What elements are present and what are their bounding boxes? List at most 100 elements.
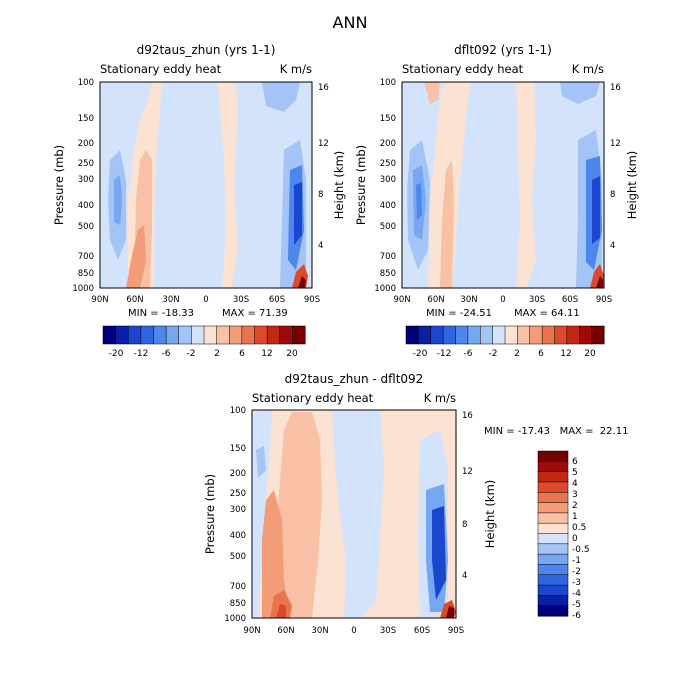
panel-b-colorbar-label: -12 — [437, 349, 452, 359]
panel-b-xtick: 30N — [460, 295, 477, 305]
panel-a-subtitle-right: K m/s — [280, 62, 312, 76]
panel-a-height-tick: 4 — [318, 241, 323, 251]
panel-a-ytick: 200 — [78, 139, 94, 149]
panel-c-left-axis: 100 150 200 250 300 400 500 700 850 1000 — [224, 406, 246, 624]
panel-c-right-axis: 16 12 8 4 — [462, 411, 473, 581]
panel-b-field — [402, 82, 604, 288]
panel-b-ytick: 100 — [380, 78, 396, 88]
panel-c: d92taus_zhun - dflt092 Stationary eddy h… — [203, 372, 628, 636]
panel-b-colorbar-labels: -20 -12 -6 -2 2 6 12 20 — [413, 349, 596, 359]
panel-c-colorbar-labels: 6 5 4 3 2 1 0.5 0 -0.5 -1 -2 -3 -4 -5 -6 — [572, 457, 590, 621]
panel-b-left-axis: 100 150 200 250 300 400 500 700 850 1000 — [374, 78, 396, 294]
panel-a-xtick: 90S — [304, 295, 320, 305]
panel-b-ytick: 500 — [380, 222, 396, 232]
panel-b-colorbar-label: -20 — [413, 349, 428, 359]
panel-b-ytick: 300 — [380, 175, 396, 185]
panel-a-ytick: 100 — [78, 78, 94, 88]
colorbar-swatch — [537, 512, 569, 524]
panel-a-xtick: 30S — [233, 295, 249, 305]
panel-a-height-tick: 16 — [318, 83, 329, 93]
panel-a-x-axis: 90N 60N 30N 0 30S 60S 90S — [91, 295, 320, 305]
colorbar-swatch — [266, 325, 281, 345]
panel-a-frame — [99, 81, 313, 289]
colorbar-swatch — [492, 325, 506, 345]
colorbar-swatch — [115, 325, 129, 345]
panel-b-ytick: 400 — [380, 201, 396, 211]
panel-a-ytick: 250 — [78, 159, 94, 169]
panel-a-height-tick: 8 — [318, 190, 323, 200]
panel-b-min-label: MIN = -24.51 — [426, 308, 492, 319]
panel-a-colorbar-label: 2 — [214, 349, 220, 359]
panel-a-colorbar-label: -6 — [162, 349, 171, 359]
colorbar-swatch — [554, 325, 568, 345]
panel-c-cool-mid — [332, 410, 384, 618]
panel-c-ytick: 400 — [230, 531, 246, 541]
panel-b-right-axis: 16 12 8 4 — [610, 83, 621, 251]
colorbar-swatch — [517, 325, 531, 345]
panel-c-colorbar-label: -2 — [572, 567, 581, 577]
panel-b-height-tick: 12 — [610, 139, 621, 149]
panel-a-ylabel-right: Height (km) — [332, 151, 346, 220]
colorbar-swatch — [430, 325, 444, 345]
panel-b-ytick: 850 — [380, 269, 396, 279]
panel-a-ytick: 300 — [78, 175, 94, 185]
panel-c-x-axis: 90N 60N 30N 0 30S 60S 90S — [243, 626, 464, 636]
panel-b-colorbar-label: 20 — [584, 349, 596, 359]
panel-c-colorbar-label: 3 — [572, 490, 578, 500]
panel-a-ytick: 850 — [78, 269, 94, 279]
panel-c-field — [252, 410, 456, 618]
panel-a-colorbar-label: -12 — [134, 349, 149, 359]
panel-a-warm-strong — [126, 225, 146, 288]
colorbar-swatch — [591, 325, 605, 345]
colorbar-swatch — [537, 533, 569, 545]
panel-b-colorbar — [405, 325, 605, 345]
colorbar-swatch — [279, 325, 293, 345]
panel-b-ytick: 200 — [380, 139, 396, 149]
panel-c-ytick: 100 — [230, 406, 246, 416]
panel-c-xtick: 90N — [243, 626, 260, 636]
panel-c-height-tick: 12 — [462, 467, 473, 477]
panel-c-ylabel-right: Height (km) — [483, 480, 497, 549]
panel-b-xtick: 30S — [529, 295, 545, 305]
colorbar-swatch — [467, 325, 481, 345]
panel-a-max-label: MAX = 71.39 — [222, 308, 288, 319]
colorbar-swatch — [537, 450, 569, 462]
colorbar-swatch — [529, 325, 543, 345]
panel-c-ytick: 850 — [230, 599, 246, 609]
panel-c-colorbar-label: -6 — [572, 611, 581, 621]
colorbar-swatch — [537, 605, 569, 617]
panel-a-ytick: 500 — [78, 222, 94, 232]
colorbar-swatch — [537, 492, 569, 504]
panel-c-colorbar-label: 0 — [572, 534, 578, 544]
panel-c-subtitle-right: K m/s — [424, 391, 456, 405]
panel-c-colorbar-label: 2 — [572, 501, 578, 511]
panel-b-ytick: 700 — [380, 252, 396, 262]
colorbar-swatch — [216, 325, 230, 345]
panel-c-ytick: 1000 — [224, 614, 246, 624]
colorbar-swatch — [140, 325, 155, 345]
panel-a-colorbar-label: -20 — [109, 349, 124, 359]
panel-c-ytick: 250 — [230, 489, 246, 499]
panel-a-ytick: 1000 — [72, 284, 94, 294]
panel-b-max-label: MAX = 64.11 — [514, 308, 580, 319]
panel-b-warm-surface-core — [596, 276, 603, 288]
colorbar-swatch — [537, 471, 569, 483]
panel-a-colorbar-label: 12 — [261, 349, 272, 359]
panel-c-height-tick: 16 — [462, 411, 473, 421]
panel-b-cool-left-core — [416, 183, 422, 220]
panel-b-subtitle-right: K m/s — [572, 62, 604, 76]
panel-a-colorbar-labels: -20 -12 -6 -2 2 6 12 20 — [109, 349, 298, 359]
colorbar-swatch — [178, 325, 192, 345]
panel-a-height-tick: 12 — [318, 139, 329, 149]
panel-c-xtick: 30S — [380, 626, 396, 636]
colorbar-swatch — [537, 574, 569, 586]
panel-c-ylabel: Pressure (mb) — [203, 474, 217, 554]
panel-b-xtick: 60N — [427, 295, 444, 305]
colorbar-swatch — [480, 325, 494, 345]
panel-c-warm-surface-core — [276, 604, 286, 618]
panel-b-colorbar-label: -2 — [489, 349, 498, 359]
colorbar-swatch — [153, 325, 167, 345]
panel-a-ytick: 700 — [78, 252, 94, 262]
panel-c-xtick: 60N — [277, 626, 294, 636]
colorbar-swatch — [537, 553, 569, 565]
